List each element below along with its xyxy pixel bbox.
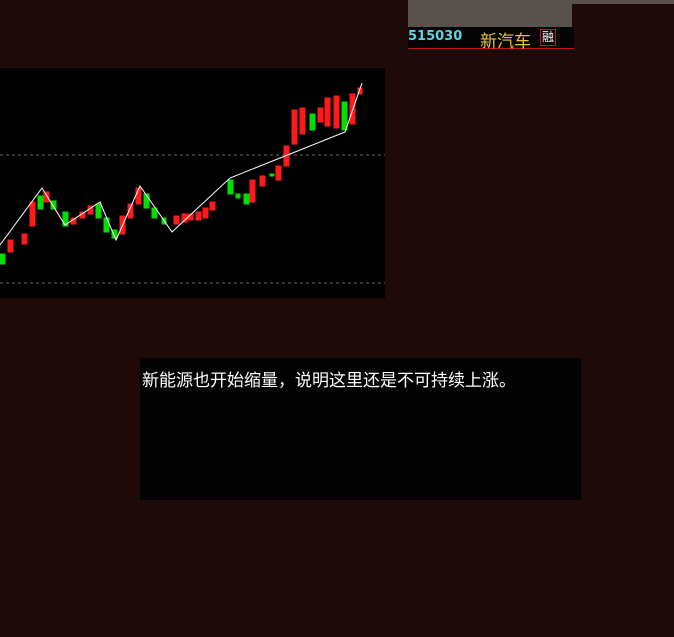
candlestick-chart xyxy=(0,68,385,298)
zigzag-line xyxy=(0,82,363,246)
panel-strip xyxy=(572,0,674,4)
stock-code: 515030 xyxy=(408,29,463,44)
stock-name: 新汽车 xyxy=(480,32,531,52)
comment-text: 新能源也开始缩量，说明这里还是不可持续上涨。 xyxy=(142,371,516,391)
quote-row[interactable]: 515030 新汽车 融 xyxy=(408,27,574,52)
comment-box: 新能源也开始缩量，说明这里还是不可持续上涨。 xyxy=(140,358,581,500)
chart-bg xyxy=(0,68,385,298)
margin-badge: 融 xyxy=(540,29,557,46)
panel-header xyxy=(408,0,572,27)
